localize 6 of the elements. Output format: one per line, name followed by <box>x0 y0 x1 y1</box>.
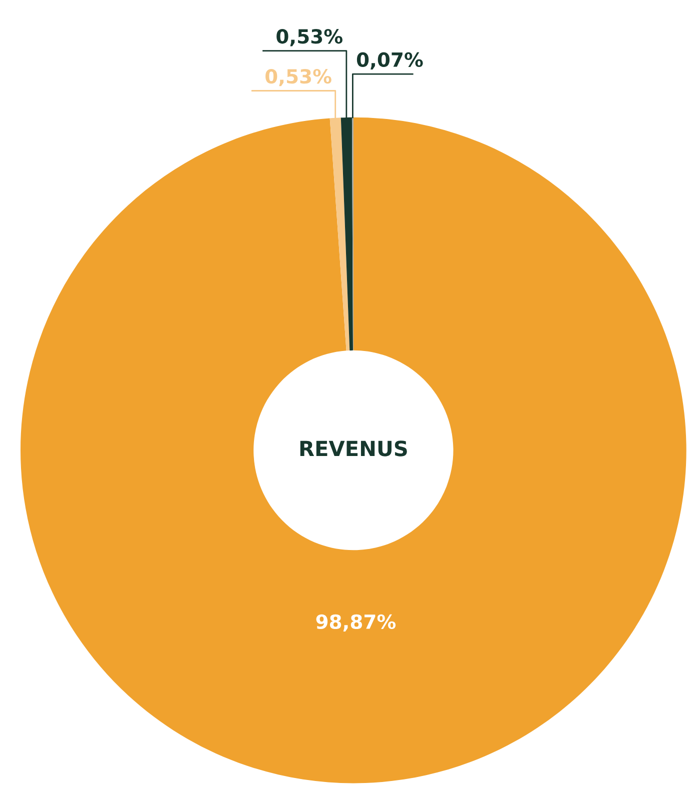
data-label: 0,53% <box>276 29 342 46</box>
data-label: 98,87% <box>316 614 396 632</box>
text: REVENUS <box>300 440 407 456</box>
donut-slice <box>20 117 686 784</box>
data-label: 0,53% <box>265 68 332 86</box>
data-label: 0,07% <box>356 52 423 70</box>
